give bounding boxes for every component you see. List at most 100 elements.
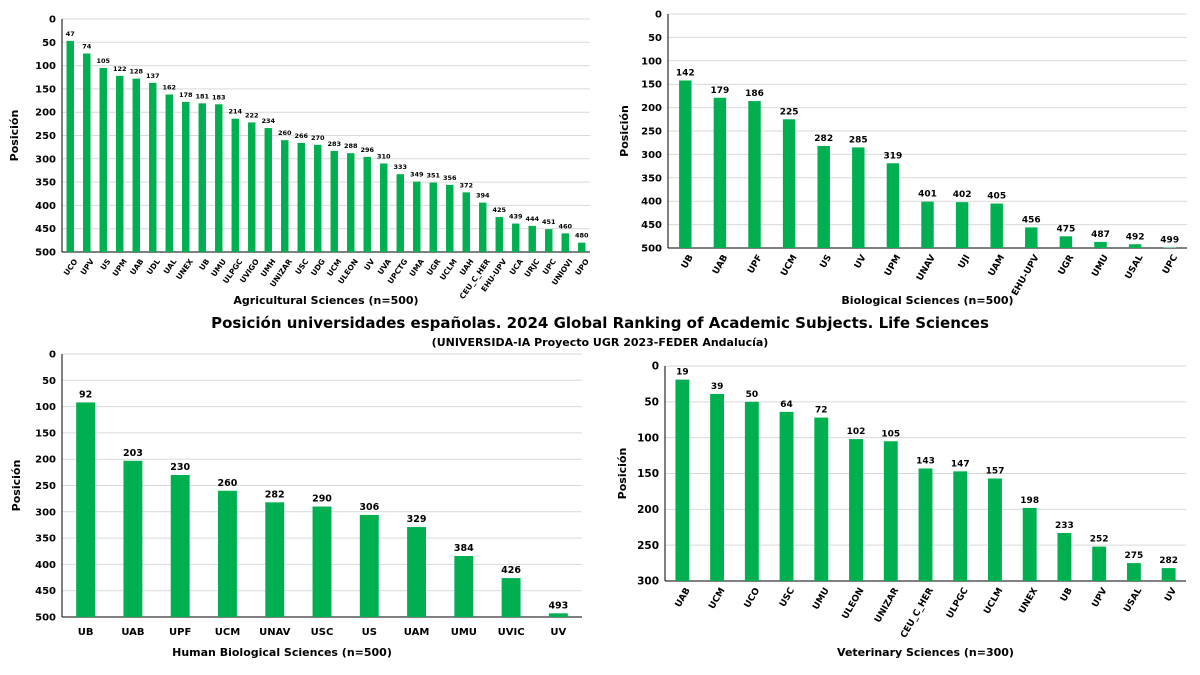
- category-label: UNAV: [259, 627, 291, 638]
- data-label: 444: [525, 215, 539, 223]
- data-label: 252: [1090, 535, 1109, 545]
- data-label: 128: [129, 68, 143, 76]
- category-label: UCO: [62, 257, 80, 277]
- y-tick-label: 300: [35, 154, 56, 165]
- chart-panel-4: 0 50 100 150 200 250 300 19 UAB 39 UCM 50 UCO 64 USC 72…: [616, 361, 1186, 659]
- category-label: UPF: [169, 627, 191, 638]
- data-label: 451: [542, 218, 556, 226]
- category-label: UAB: [711, 253, 730, 276]
- category-label: UCM: [779, 253, 799, 278]
- bar: [231, 118, 239, 252]
- data-label: 493: [548, 600, 568, 611]
- y-tick-label: 350: [641, 173, 662, 184]
- data-label: 203: [123, 448, 143, 459]
- category-label: UDL: [145, 257, 162, 276]
- bar: [218, 490, 237, 617]
- bar: [710, 393, 725, 581]
- y-tick-label: 100: [637, 432, 659, 444]
- y-tick-label: 100: [35, 61, 56, 72]
- y-tick-label: 400: [641, 197, 662, 208]
- chart-panel-3: 0 50 100 150 200 250 300 350 400 450 500 92 UB 203 UAB…: [10, 350, 582, 659]
- bar: [679, 80, 692, 249]
- data-label: 39: [711, 382, 724, 392]
- category-label: UB: [197, 257, 211, 272]
- y-tick-label: 150: [35, 84, 56, 95]
- bar: [123, 460, 143, 617]
- bar: [1092, 546, 1107, 581]
- y-tick-label: 150: [637, 468, 659, 480]
- bar: [1094, 241, 1107, 248]
- y-tick-label: 500: [35, 248, 56, 259]
- category-label: USAL: [1124, 253, 1146, 281]
- category-label: UPO: [573, 257, 591, 277]
- y-tick-label: 450: [35, 586, 56, 597]
- y-tick-label: 500: [35, 613, 56, 624]
- data-label: 266: [294, 132, 308, 140]
- page-subtitle: (UNIVERSIDA-IA Proyecto UGR 2023-FEDER A…: [431, 336, 769, 349]
- data-label: 92: [79, 389, 92, 400]
- data-label: 142: [676, 68, 695, 78]
- bar: [281, 140, 289, 252]
- data-label: 425: [492, 206, 506, 214]
- category-label: UNEX: [174, 257, 195, 281]
- y-tick-label: 0: [652, 361, 659, 373]
- bar: [918, 468, 933, 581]
- data-label: 296: [360, 146, 374, 154]
- y-tick-label: 50: [644, 397, 659, 409]
- bar: [248, 122, 256, 253]
- data-label: 475: [1057, 224, 1076, 234]
- bar: [883, 441, 898, 581]
- bar: [380, 163, 388, 252]
- bar: [446, 184, 454, 252]
- bar: [990, 203, 1003, 248]
- bar: [1022, 507, 1037, 581]
- data-label: 270: [311, 134, 325, 142]
- category-label: UAB: [674, 586, 693, 609]
- y-tick-label: 350: [35, 534, 56, 545]
- data-label: 492: [1126, 232, 1145, 242]
- y-tick-label: 200: [641, 103, 662, 114]
- bar: [116, 75, 124, 253]
- y-tick-label: 450: [641, 220, 662, 231]
- chart-title: Human Biological Sciences (n=500): [172, 646, 392, 659]
- data-label: 285: [849, 135, 868, 145]
- category-label: UPM: [883, 253, 903, 278]
- bar: [561, 233, 569, 252]
- bar: [1128, 244, 1142, 248]
- y-tick-label: 50: [42, 38, 56, 49]
- data-label: 198: [1020, 496, 1039, 506]
- data-label: 310: [377, 152, 391, 160]
- y-tick-label: 200: [637, 504, 659, 516]
- bar: [396, 174, 404, 252]
- bar: [548, 613, 568, 617]
- category-label: EHU-UPV: [1010, 253, 1041, 298]
- category-label: UVIC: [498, 627, 525, 638]
- y-axis-title: Posición: [618, 105, 631, 157]
- bar: [132, 78, 140, 252]
- category-label: CEU_C_HER: [899, 586, 936, 640]
- category-label: ULEON: [841, 586, 867, 621]
- bar: [407, 527, 426, 617]
- bar: [814, 417, 829, 581]
- category-label: UPF: [746, 253, 765, 275]
- bar: [314, 144, 322, 252]
- category-label: US: [819, 253, 835, 270]
- data-label: 460: [558, 222, 572, 230]
- y-tick-label: 350: [35, 178, 56, 189]
- bar: [462, 192, 470, 252]
- category-label: UV: [1163, 586, 1179, 603]
- bar: [1126, 563, 1141, 581]
- data-label: 456: [1022, 215, 1041, 225]
- category-label: UMA: [407, 257, 426, 278]
- bar: [359, 514, 379, 617]
- category-label: UPC: [1161, 253, 1180, 276]
- category-label: UPM: [111, 257, 129, 278]
- bar: [165, 94, 173, 252]
- bar: [1161, 568, 1176, 581]
- category-label: US: [99, 257, 113, 272]
- y-axis-title: Posición: [8, 110, 21, 162]
- y-tick-label: 250: [35, 481, 56, 492]
- data-label: 282: [814, 134, 833, 144]
- data-label: 356: [443, 174, 457, 182]
